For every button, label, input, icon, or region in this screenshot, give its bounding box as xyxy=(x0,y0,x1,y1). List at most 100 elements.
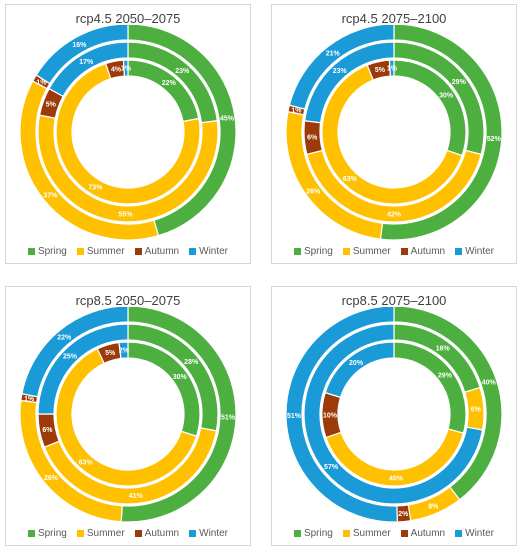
segment-label: 37% xyxy=(43,193,58,200)
segment-label: 5% xyxy=(105,350,116,357)
segment-label: 5% xyxy=(46,102,57,109)
donut-segment-winter xyxy=(285,307,398,523)
legend-item-summer: Summer xyxy=(342,528,391,539)
segment-label: 1% xyxy=(36,80,47,87)
donut-segment-summer xyxy=(55,62,201,205)
legend-item-winter: Winter xyxy=(455,246,494,257)
legend-label: Summer xyxy=(86,528,125,539)
segment-label: 26% xyxy=(44,475,59,482)
legend-label: Winter xyxy=(199,528,229,539)
donut-segment-winter xyxy=(303,323,484,505)
legend-item-spring: Spring xyxy=(293,246,333,257)
legend-label: Spring xyxy=(303,528,333,539)
legend-swatch xyxy=(400,248,408,255)
legend-swatch xyxy=(342,530,350,537)
legend-swatch xyxy=(27,248,35,255)
legend-label: Autumn xyxy=(410,246,446,257)
segment-label: 30% xyxy=(173,374,188,381)
segment-label: 10% xyxy=(323,413,338,420)
segment-label: 17% xyxy=(79,59,94,66)
donut-segment-winter xyxy=(388,59,395,77)
segment-label: 25% xyxy=(63,354,78,361)
legend-swatch xyxy=(455,248,463,255)
chart-panel-rcp85-2075: rcp8.5 2075–2100 40% 8% 2% 51% 16% 6% 57% 29% 40… xyxy=(271,286,517,546)
segment-label: 26% xyxy=(306,188,321,195)
segment-label: 1% xyxy=(291,108,302,115)
donut-segment-summer xyxy=(321,64,463,205)
chart-panel-rcp45-2050: rcp4.5 2050–2075 45% 37% 1% 16% 23% 55% 5% 17% 2… xyxy=(5,4,251,264)
segment-label: 52% xyxy=(487,136,502,143)
chart-legend: Spring Summer Autumn Winter xyxy=(6,246,250,257)
segment-label: 45% xyxy=(220,115,235,122)
segment-label: 6% xyxy=(307,135,318,142)
legend-label: Winter xyxy=(465,246,495,257)
legend-label: Spring xyxy=(37,246,67,257)
legend-swatch xyxy=(189,248,197,255)
donut-segment-winter xyxy=(37,323,129,415)
legend-item-winter: Winter xyxy=(189,246,228,257)
legend-item-spring: Spring xyxy=(27,528,67,539)
legend-swatch xyxy=(134,530,142,537)
chart-panel-rcp85-2050: rcp8.5 2050–2075 51% 26% 1% 22% 28% 41% 6% 25% 3… xyxy=(5,286,251,546)
chart-title: rcp8.5 2075–2100 xyxy=(341,293,447,308)
segment-label: 16% xyxy=(72,42,87,49)
legend-swatch xyxy=(189,530,197,537)
chart-panel-rcp45-2075: rcp4.5 2075–2100 52% 26% 1% 21% 29% 42% 6% 23% 3… xyxy=(271,4,517,264)
legend-label: Autumn xyxy=(144,246,180,257)
donut-segment-winter xyxy=(288,25,395,110)
segment-label: 29% xyxy=(438,373,453,380)
segment-label: 1% xyxy=(24,396,35,403)
segment-label: 42% xyxy=(387,212,402,219)
segment-label: 40% xyxy=(482,379,497,386)
legend-swatch xyxy=(293,248,301,255)
donut-chart-svg: 45%37%1%16%23%55%5%17%22%73%4% 1% xyxy=(19,25,237,241)
segment-label: 2% xyxy=(119,348,130,355)
legend-item-autumn: Autumn xyxy=(134,528,179,539)
segment-label: 40% xyxy=(389,475,404,482)
legend-swatch xyxy=(27,530,35,537)
segment-label: 5% xyxy=(375,67,386,74)
legend-swatch xyxy=(455,530,463,537)
donut-segment-winter xyxy=(122,59,129,77)
legend-item-autumn: Autumn xyxy=(400,246,446,257)
legend-item-summer: Summer xyxy=(342,246,391,257)
legend-swatch xyxy=(293,530,301,537)
legend-label: Spring xyxy=(303,246,333,257)
legend-label: Summer xyxy=(352,528,391,539)
segment-label: 4% xyxy=(111,67,122,74)
legend-label: Winter xyxy=(465,528,495,539)
chart-title: rcp8.5 2050–2075 xyxy=(75,293,181,308)
segment-label: 1% xyxy=(121,66,132,73)
segment-label: 22% xyxy=(57,334,72,341)
segment-label: 6% xyxy=(42,427,53,434)
chart-legend: Spring Summer Autumn Winter xyxy=(272,528,516,539)
legend-item-autumn: Autumn xyxy=(134,246,180,257)
segment-label: 73% xyxy=(88,185,103,192)
legend-item-winter: Winter xyxy=(189,528,228,539)
segment-label: 1% xyxy=(387,66,398,73)
legend-item-autumn: Autumn xyxy=(400,528,445,539)
legend-swatch xyxy=(400,530,408,537)
segment-label: 22% xyxy=(162,80,177,87)
donut-segment-winter xyxy=(324,341,395,399)
segment-label: 41% xyxy=(129,493,144,500)
segment-label: 51% xyxy=(287,413,302,420)
legend-label: Winter xyxy=(199,246,229,257)
segment-label: 23% xyxy=(333,68,348,75)
donut-chart-svg: 52%26%1%21%29%42%6%23%30%63%5% 1% xyxy=(285,25,503,241)
segment-label: 57% xyxy=(324,464,339,471)
segment-label: 21% xyxy=(326,50,341,57)
legend-item-summer: Summer xyxy=(76,246,125,257)
legend-label: Spring xyxy=(37,528,67,539)
segment-label: 28% xyxy=(184,359,199,366)
segment-label: 51% xyxy=(221,415,236,422)
legend-item-spring: Spring xyxy=(293,528,333,539)
chart-title: rcp4.5 2050–2075 xyxy=(75,11,181,26)
legend-label: Summer xyxy=(86,246,125,257)
segment-label: 6% xyxy=(471,407,482,414)
donut-chart-svg: 40% 8% 2% 51% 16% 6% 57% 29% 40% 10% 20% xyxy=(285,307,503,523)
segment-label: 16% xyxy=(436,346,451,353)
segment-label: 29% xyxy=(452,79,467,86)
segment-label: 2% xyxy=(398,511,409,518)
segment-label: 20% xyxy=(349,360,364,367)
